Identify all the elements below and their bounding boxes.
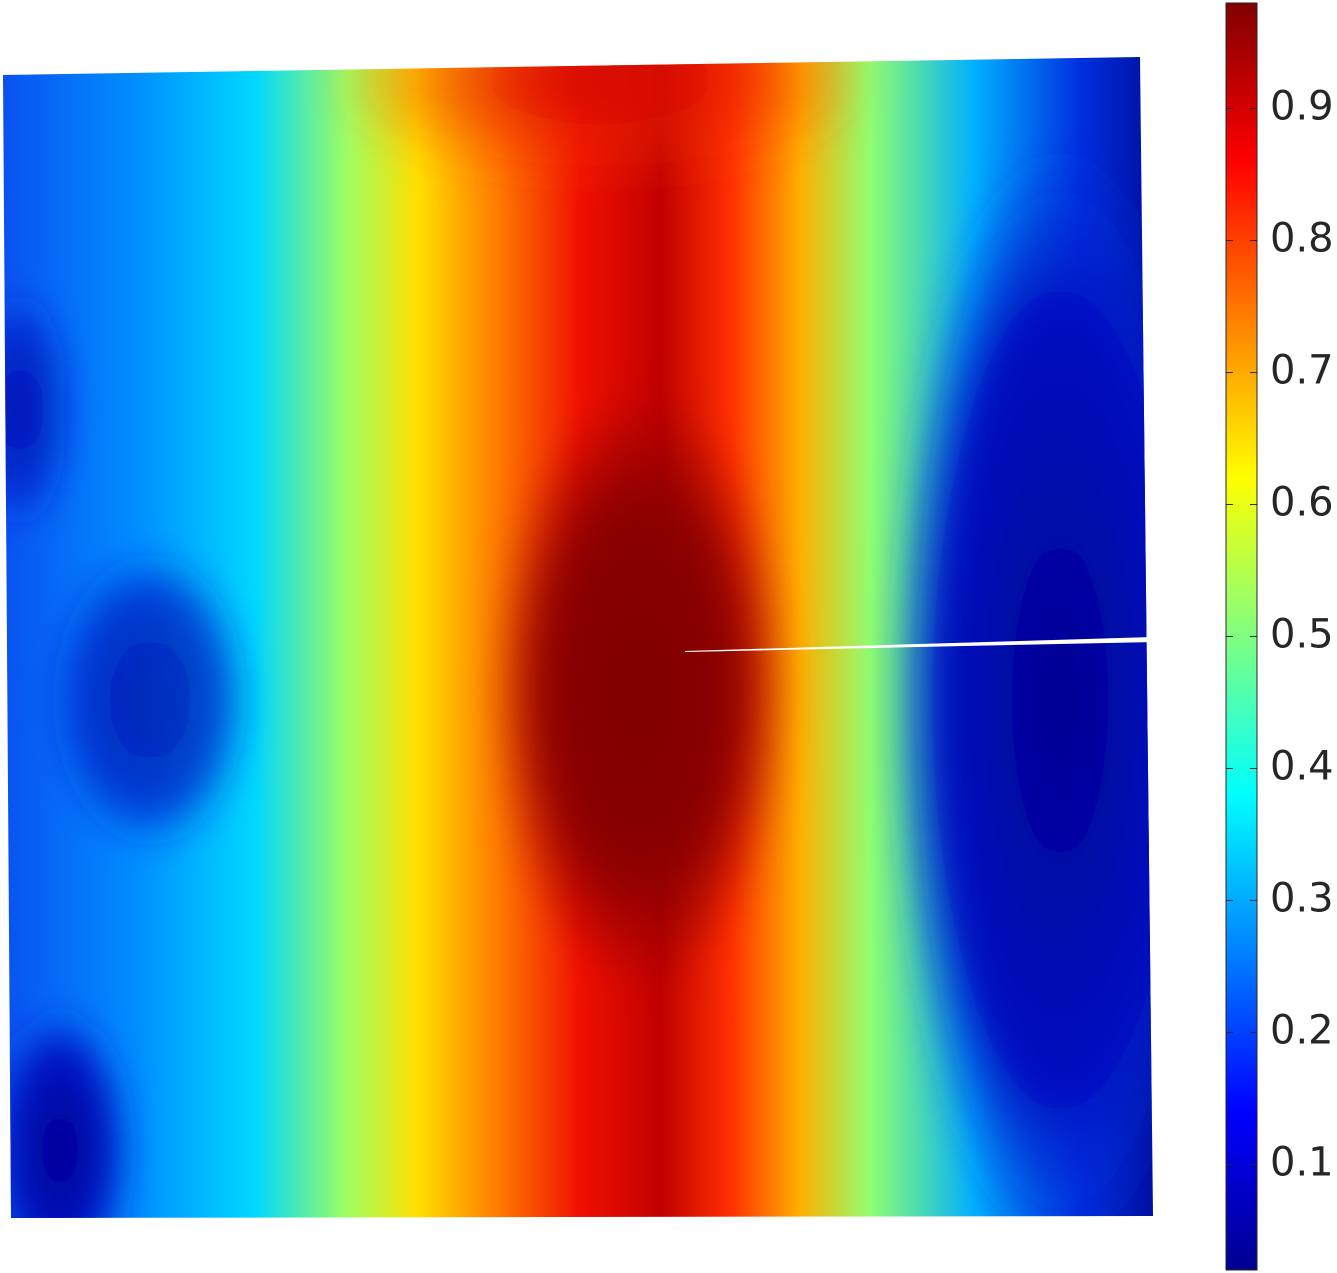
- field: [3, 57, 1153, 1218]
- colorbar-tick-label: 0.6: [1270, 480, 1334, 526]
- colorbar-tick-label: 0.1: [1270, 1139, 1334, 1185]
- colorbar-tick-label: 0.9: [1270, 84, 1334, 130]
- colorbar-tick-label: 0.5: [1270, 612, 1334, 658]
- colorbar-tick-label: 0.7: [1270, 348, 1334, 394]
- colorbar-tick-label: 0.4: [1270, 743, 1334, 789]
- colorbar-tick-label: 0.8: [1270, 216, 1334, 262]
- crack: [685, 637, 1153, 652]
- colorbar-tick-label: 0.3: [1270, 875, 1334, 921]
- colorbar-tick-label: 0.2: [1270, 1007, 1334, 1053]
